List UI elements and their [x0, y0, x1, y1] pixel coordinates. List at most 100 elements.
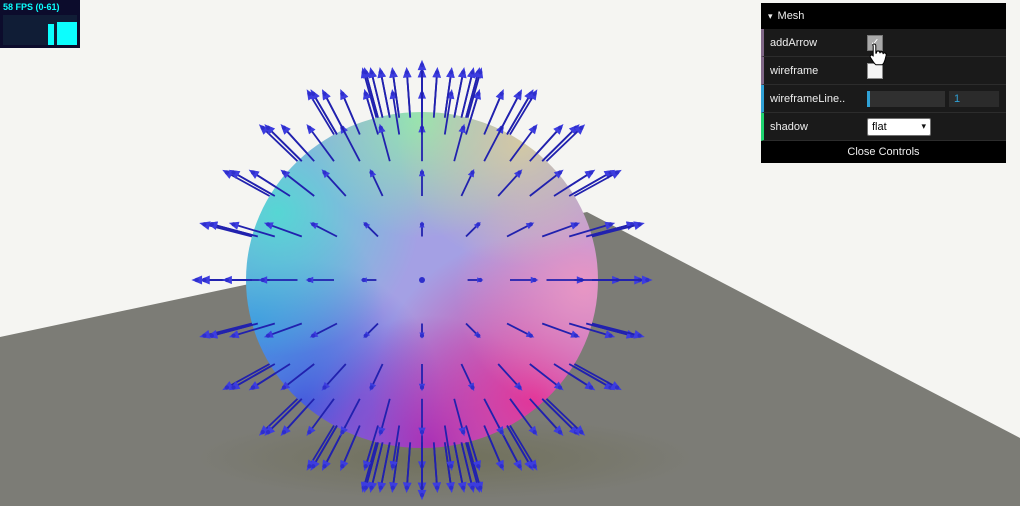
normal-arrow [432, 72, 438, 118]
normal-arrow [453, 442, 465, 488]
normal-arrow [432, 67, 441, 78]
normal-arrow [202, 222, 207, 227]
normal-arrow [461, 70, 466, 75]
normal-arrow [460, 72, 474, 118]
normal-arrow [306, 124, 316, 135]
normal-arrow [250, 385, 256, 390]
wireframe-checkbox[interactable] [867, 62, 883, 79]
normal-arrow [584, 381, 596, 391]
normal-arrow [228, 169, 241, 179]
addarrow-checkbox[interactable]: ✓ [867, 34, 883, 51]
normal-arrow [499, 91, 504, 96]
close-controls-button[interactable]: Close Controls [761, 141, 1006, 163]
normal-arrow [224, 277, 229, 283]
normal-arrow [517, 91, 522, 96]
normal-arrow [267, 127, 303, 162]
normal-arrow [363, 70, 368, 75]
normal-arrow [260, 430, 265, 435]
fps-history-graph [3, 15, 77, 45]
normal-arrow [363, 91, 368, 96]
normal-arrow [202, 277, 207, 283]
normal-arrow [379, 72, 391, 118]
normal-arrow [362, 67, 372, 79]
normal-arrow [419, 464, 425, 469]
normal-arrow [513, 459, 522, 471]
normal-arrow [211, 322, 259, 337]
normal-arrow [435, 485, 440, 490]
normal-arrow [568, 363, 611, 389]
normal-arrow [209, 222, 214, 227]
normal-arrow [532, 125, 537, 130]
wireframe-linewidth-slider[interactable] [867, 90, 945, 107]
normal-arrow [211, 223, 259, 238]
folder-title-mesh[interactable]: ▾ Mesh [761, 3, 1006, 29]
normal-arrow [417, 67, 427, 78]
wireframe-linewidth-input[interactable]: 1 [949, 90, 999, 107]
normal-arrow [432, 442, 438, 488]
fps-stats-panel[interactable]: 58 FPS (0-61) [0, 0, 80, 48]
normal-arrow [231, 385, 236, 390]
normal-arrow [322, 464, 327, 469]
normal-arrow [281, 125, 287, 130]
normal-arrow [280, 425, 291, 436]
normal-arrow [633, 221, 645, 230]
normal-arrow [191, 275, 203, 285]
normal-arrow [266, 125, 271, 130]
normal-arrow [467, 67, 476, 79]
normal-arrow [541, 127, 577, 162]
shadow-select[interactable]: flat ▾ [867, 117, 931, 136]
normal-arrow [312, 93, 338, 135]
normal-arrow [460, 442, 474, 488]
normal-arrow [472, 89, 481, 100]
normal-arrow [417, 67, 427, 78]
normal-arrow [307, 464, 312, 469]
normal-arrow [470, 70, 475, 75]
normal-arrow [588, 385, 594, 390]
normal-arrow [363, 464, 368, 469]
normal-arrow [363, 89, 372, 100]
normal-arrow [435, 70, 440, 75]
normal-arrow [443, 72, 453, 118]
normal-arrow [476, 91, 481, 96]
normal-arrow [378, 485, 383, 490]
normal-arrow [449, 70, 454, 75]
normal-arrow [465, 72, 480, 118]
normal-arrow [472, 460, 481, 471]
normal-arrow [474, 481, 484, 493]
normal-arrow [610, 169, 622, 179]
normal-arrow [228, 169, 241, 179]
normal-arrow [461, 485, 466, 490]
normal-arrow [553, 124, 564, 135]
normal-arrow [404, 70, 409, 75]
normal-arrow [615, 277, 620, 283]
normal-arrow [443, 72, 453, 118]
normal-arrow [528, 464, 533, 469]
normal-arrow [389, 482, 398, 493]
normal-arrow [389, 482, 398, 493]
normal-arrow [340, 91, 345, 96]
normal-arrow [322, 459, 331, 471]
normal-arrow [206, 330, 219, 339]
normal-arrow [588, 170, 594, 175]
normal-arrow [379, 72, 391, 118]
normal-arrow [573, 363, 618, 389]
normal-arrow [363, 91, 368, 96]
normal-arrow [248, 381, 260, 391]
normal-arrow [569, 124, 580, 135]
normal-arrow [211, 322, 259, 337]
normal-arrow [608, 222, 613, 227]
folder-title-label: Mesh [777, 10, 805, 22]
normal-arrow [206, 221, 219, 230]
normal-arrow [258, 124, 270, 135]
normal-arrow [267, 127, 303, 162]
normal-arrow [199, 275, 210, 285]
normal-arrow [453, 442, 465, 488]
normal-arrow [443, 442, 453, 488]
normal-arrow [573, 171, 618, 197]
normal-arrow [403, 482, 412, 493]
normal-arrow [360, 481, 370, 493]
shadow-select-value: flat [872, 120, 887, 133]
normal-arrow [476, 70, 481, 75]
normal-arrow [206, 221, 219, 230]
sphere-mesh [246, 112, 598, 448]
